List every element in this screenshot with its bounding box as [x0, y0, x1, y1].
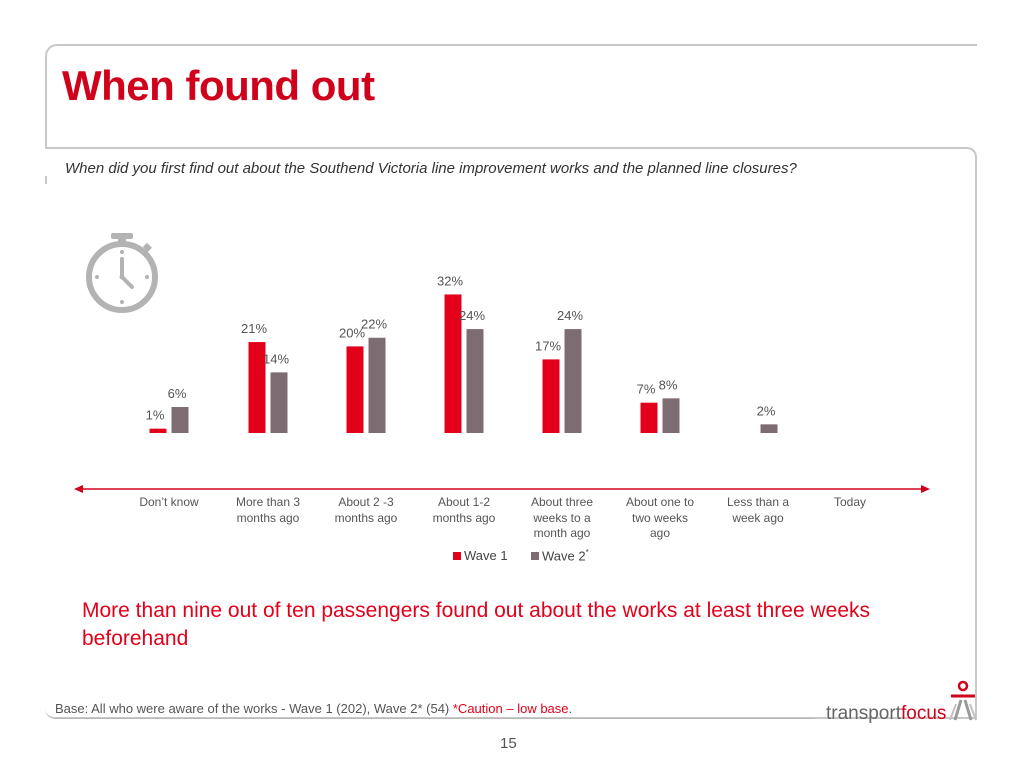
- bar-wave1-1: [248, 342, 266, 433]
- frame-divider-tick: [45, 176, 47, 184]
- bar-wave1-3: [444, 294, 462, 433]
- category-label-3-line-1: months ago: [432, 510, 496, 525]
- data-label-wave2-6: 2%: [757, 403, 776, 418]
- legend-swatch-wave2: [531, 552, 539, 561]
- data-label-wave1-4: 17%: [535, 338, 561, 353]
- category-label-1-line-0: More than 3: [235, 495, 301, 509]
- category-label-7-line-0: Today: [833, 495, 867, 509]
- data-label-wave1-0: 1%: [146, 408, 165, 423]
- legend-item-wave2: Wave 2*: [531, 548, 589, 563]
- brand-logo: transportfocus: [826, 703, 946, 725]
- category-label-4: About three weeks to a month ago: [517, 495, 607, 542]
- bar-wave1-0: [149, 428, 167, 433]
- transportfocus-logo-icon: [949, 680, 977, 721]
- axis-arrow-left: [74, 485, 83, 493]
- bar-wave2-0: [171, 407, 189, 433]
- data-label-wave1-1: 21%: [241, 321, 267, 336]
- legend-caution-mark: *: [585, 548, 589, 557]
- bar-wave2-1: [270, 372, 288, 433]
- logo-text-focus: focus: [900, 703, 947, 724]
- base-end: .: [568, 701, 573, 716]
- category-label-2-line-0: About 2 -3: [338, 495, 394, 509]
- category-label-4-line-0: About three: [530, 495, 594, 509]
- bar-wave2-6: [760, 424, 778, 433]
- category-label-5-line-0: About one to: [625, 495, 695, 509]
- category-label-7: Today: [805, 495, 895, 511]
- category-label-2: About 2 -3 months ago: [321, 495, 411, 526]
- category-label-3-line-0: About 1-2: [437, 495, 491, 509]
- category-label-4-line-2: month ago: [533, 526, 591, 540]
- key-finding: More than nine out of ten passengers fou…: [82, 599, 870, 650]
- bar-wave1-5: [640, 402, 658, 433]
- category-label-0: Don’t know: [124, 495, 214, 511]
- legend-label-wave2: Wave 2: [542, 548, 586, 564]
- bar-wave2-2: [368, 337, 386, 433]
- category-label-2-line-1: months ago: [334, 510, 398, 525]
- category-label-5: About one to two weeks ago: [615, 495, 705, 542]
- bar-wave2-3: [466, 329, 484, 433]
- category-label-4-line-1: weeks to a: [533, 510, 591, 525]
- legend-item-wave1: Wave 1: [453, 548, 508, 563]
- data-label-wave1-5: 7%: [637, 382, 656, 397]
- category-label-0-line-0: Don’t know: [139, 495, 199, 509]
- category-label-6-line-0: Less than a: [726, 495, 790, 509]
- axis-arrow-right: [921, 485, 930, 493]
- survey-question: When did you first find out about the So…: [65, 160, 797, 177]
- logo-text-transport: transport: [826, 703, 901, 724]
- category-label-3: About 1-2 months ago: [419, 495, 509, 526]
- data-label-wave2-0: 6%: [168, 386, 187, 401]
- page-title: When found out: [62, 62, 375, 109]
- data-label-wave2-4: 24%: [557, 308, 583, 323]
- category-label-1: More than 3 months ago: [223, 495, 313, 526]
- stopwatch-icon: [86, 233, 158, 313]
- data-label-wave2-2: 22%: [361, 317, 387, 332]
- footer-divider: [55, 718, 815, 719]
- data-label-wave2-5: 8%: [659, 377, 678, 392]
- category-label-6-line-1: week ago: [732, 510, 784, 525]
- category-label-1-line-1: months ago: [236, 510, 300, 525]
- page-number: 15: [500, 735, 517, 752]
- category-label-6: Less than a week ago: [713, 495, 803, 526]
- base-note: Base: All who were aware of the works - …: [55, 701, 572, 716]
- data-label-wave2-1: 14%: [263, 351, 289, 366]
- bar-wave2-4: [564, 329, 582, 433]
- bar-wave1-4: [542, 359, 560, 433]
- legend-label-wave1: Wave 1: [464, 548, 508, 563]
- data-label-wave1-2: 20%: [339, 325, 365, 340]
- slide-frame-top: [45, 44, 977, 148]
- data-label-wave1-3: 32%: [437, 273, 463, 288]
- bar-wave2-5: [662, 398, 680, 433]
- category-label-5-line-2: ago: [649, 526, 671, 540]
- category-label-5-line-1: two weeks: [631, 510, 689, 525]
- caution-note: *Caution – low base: [452, 701, 569, 716]
- bar-wave1-2: [346, 346, 364, 433]
- legend-swatch-wave1: [453, 552, 461, 560]
- data-label-wave2-3: 24%: [459, 308, 485, 323]
- base-text: Base: All who were aware of the works - …: [55, 701, 453, 716]
